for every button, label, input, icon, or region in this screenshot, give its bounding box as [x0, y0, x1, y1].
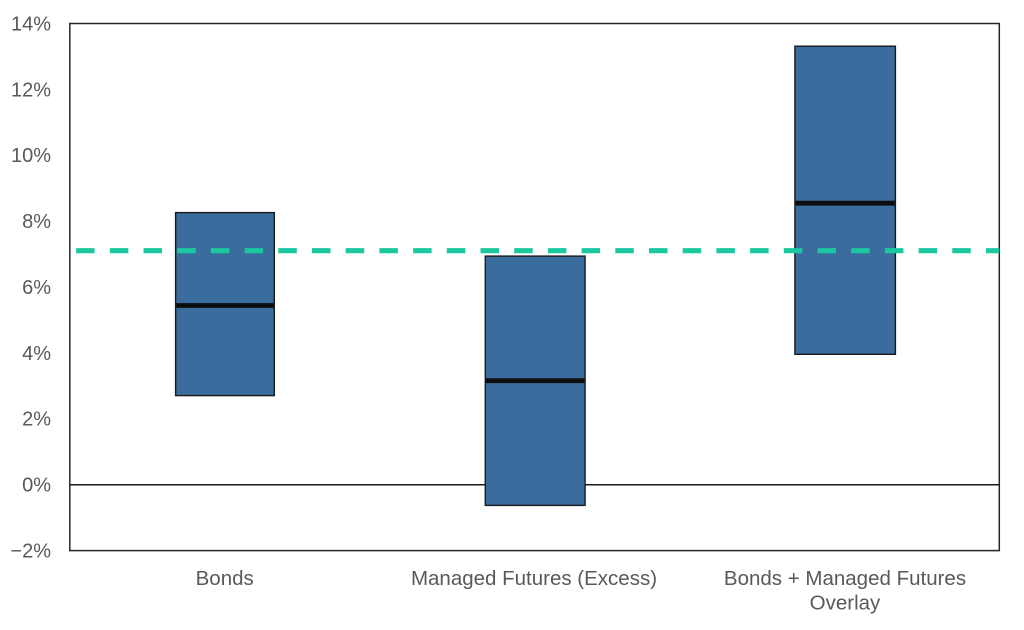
svg-text:14%: 14% [11, 13, 51, 35]
svg-text:Bonds: Bonds [196, 567, 254, 590]
svg-text:Bonds + Managed Futures: Bonds + Managed Futures [724, 567, 966, 590]
svg-text:8%: 8% [22, 211, 51, 233]
svg-text:Overlay: Overlay [810, 592, 881, 615]
svg-text:10%: 10% [11, 145, 51, 167]
svg-text:12%: 12% [11, 79, 51, 101]
svg-text:2%: 2% [22, 409, 51, 431]
svg-text:−2%: −2% [10, 541, 51, 563]
svg-text:6%: 6% [22, 277, 51, 299]
svg-text:Managed Futures (Excess): Managed Futures (Excess) [411, 567, 657, 590]
svg-text:4%: 4% [22, 343, 51, 365]
svg-text:0%: 0% [22, 475, 51, 497]
